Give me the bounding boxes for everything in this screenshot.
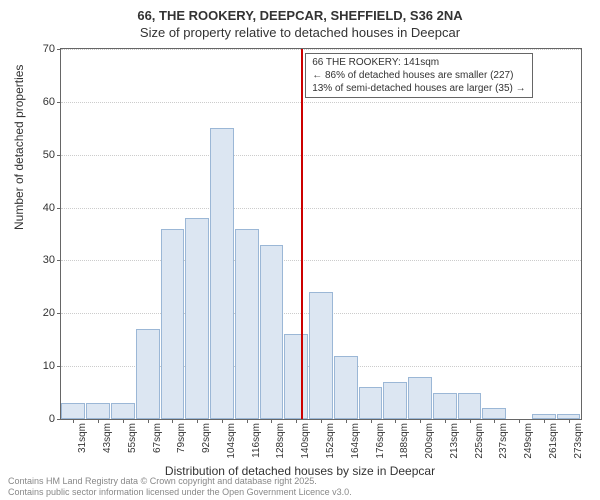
histogram-bar xyxy=(334,356,358,419)
y-gridline xyxy=(61,155,581,156)
x-tick-mark xyxy=(247,419,248,423)
x-tick-label: 188sqm xyxy=(399,423,410,459)
annotation-box: 66 THE ROOKERY: 141sqm ← 86% of detached… xyxy=(305,53,532,98)
x-tick-label: 104sqm xyxy=(226,423,237,459)
y-tick-mark xyxy=(57,419,61,420)
x-tick-mark xyxy=(519,419,520,423)
y-gridline xyxy=(61,49,581,50)
y-tick-label: 40 xyxy=(25,202,61,214)
chart-title-sub: Size of property relative to detached ho… xyxy=(0,25,600,42)
x-tick-mark xyxy=(445,419,446,423)
x-tick-mark xyxy=(172,419,173,423)
x-tick-label: 92sqm xyxy=(201,423,212,453)
y-tick-label: 0 xyxy=(25,413,61,425)
histogram-bar xyxy=(284,334,308,419)
y-tick-label: 20 xyxy=(25,307,61,319)
x-tick-mark xyxy=(494,419,495,423)
histogram-bar xyxy=(458,393,482,419)
x-tick-mark xyxy=(98,419,99,423)
x-tick-mark xyxy=(346,419,347,423)
footer-attribution: Contains HM Land Registry data © Crown c… xyxy=(8,476,352,498)
y-tick-label: 10 xyxy=(25,360,61,372)
x-tick-label: 152sqm xyxy=(325,423,336,459)
x-tick-mark xyxy=(73,419,74,423)
annotation-line1: 66 THE ROOKERY: 141sqm xyxy=(312,56,525,69)
x-tick-label: 43sqm xyxy=(102,423,113,453)
chart-title-main: 66, THE ROOKERY, DEEPCAR, SHEFFIELD, S36… xyxy=(0,0,600,25)
footer-line2: Contains public sector information licen… xyxy=(8,487,352,498)
x-tick-mark xyxy=(222,419,223,423)
x-tick-mark xyxy=(296,419,297,423)
x-tick-label: 225sqm xyxy=(474,423,485,459)
histogram-bar xyxy=(309,292,333,419)
x-tick-mark xyxy=(197,419,198,423)
x-tick-label: 55sqm xyxy=(127,423,138,453)
annotation-line3: 13% of semi-detached houses are larger (… xyxy=(312,82,525,95)
x-tick-label: 237sqm xyxy=(498,423,509,459)
x-tick-label: 31sqm xyxy=(77,423,88,453)
x-tick-label: 79sqm xyxy=(176,423,187,453)
x-tick-label: 128sqm xyxy=(275,423,286,459)
histogram-bar xyxy=(359,387,383,419)
annotation-line2: ← 86% of detached houses are smaller (22… xyxy=(312,69,525,82)
chart-container: 66, THE ROOKERY, DEEPCAR, SHEFFIELD, S36… xyxy=(0,0,600,500)
x-tick-label: 67sqm xyxy=(152,423,163,453)
x-tick-label: 200sqm xyxy=(424,423,435,459)
histogram-bar xyxy=(136,329,160,419)
x-tick-label: 116sqm xyxy=(251,423,262,458)
x-tick-mark xyxy=(123,419,124,423)
x-tick-mark xyxy=(544,419,545,423)
footer-line1: Contains HM Land Registry data © Crown c… xyxy=(8,476,352,487)
histogram-bar xyxy=(61,403,85,419)
y-tick-label: 30 xyxy=(25,254,61,266)
x-tick-mark xyxy=(271,419,272,423)
y-axis-label: Number of detached properties xyxy=(12,65,26,230)
y-gridline xyxy=(61,260,581,261)
x-tick-label: 176sqm xyxy=(375,423,386,459)
histogram-bar xyxy=(408,377,432,419)
histogram-bar xyxy=(111,403,135,419)
x-tick-label: 261sqm xyxy=(548,423,559,459)
plot-area: 01020304050607031sqm43sqm55sqm67sqm79sqm… xyxy=(60,48,582,420)
y-tick-label: 60 xyxy=(25,96,61,108)
x-tick-mark xyxy=(470,419,471,423)
y-tick-label: 50 xyxy=(25,149,61,161)
y-gridline xyxy=(61,208,581,209)
x-tick-label: 273sqm xyxy=(573,423,584,459)
x-tick-mark xyxy=(371,419,372,423)
histogram-bar xyxy=(383,382,407,419)
x-tick-mark xyxy=(148,419,149,423)
histogram-bar xyxy=(86,403,110,419)
x-tick-label: 140sqm xyxy=(300,423,311,459)
x-tick-mark xyxy=(321,419,322,423)
reference-line xyxy=(301,49,303,419)
histogram-bar xyxy=(185,218,209,419)
x-tick-mark xyxy=(395,419,396,423)
y-tick-label: 70 xyxy=(25,43,61,55)
y-gridline xyxy=(61,102,581,103)
x-tick-label: 213sqm xyxy=(449,423,460,459)
x-tick-mark xyxy=(569,419,570,423)
histogram-bar xyxy=(161,229,185,419)
histogram-bar xyxy=(433,393,457,419)
x-tick-label: 164sqm xyxy=(350,423,361,459)
x-tick-mark xyxy=(420,419,421,423)
histogram-bar xyxy=(482,408,506,419)
histogram-bar xyxy=(210,128,234,419)
histogram-bar xyxy=(235,229,259,419)
histogram-bar xyxy=(260,245,284,419)
x-tick-label: 249sqm xyxy=(523,423,534,459)
